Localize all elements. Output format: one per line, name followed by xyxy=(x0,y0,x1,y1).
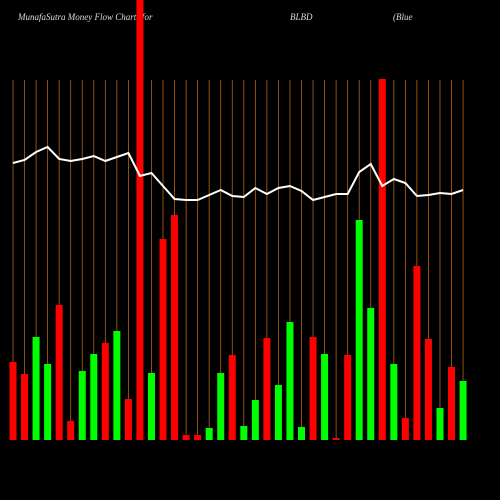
bar xyxy=(55,305,63,440)
bar xyxy=(332,438,340,440)
bar xyxy=(44,364,52,440)
bar xyxy=(182,435,190,440)
bar xyxy=(32,337,40,440)
bar xyxy=(194,435,202,440)
bar xyxy=(217,373,225,440)
bar xyxy=(147,373,155,440)
bar xyxy=(124,399,132,440)
bar xyxy=(263,338,271,440)
bar xyxy=(90,354,98,440)
chart-title: MunafaSutra Money Flow Charts for xyxy=(17,12,153,22)
bar xyxy=(228,355,236,440)
bar xyxy=(9,362,17,440)
bar xyxy=(367,308,375,440)
bar xyxy=(424,339,432,440)
bar xyxy=(101,343,109,440)
bar xyxy=(274,385,282,440)
bar xyxy=(21,374,29,440)
ticker: BLBD xyxy=(290,12,313,22)
chart-subtitle: (Blue xyxy=(393,12,413,22)
bar xyxy=(309,337,317,440)
bar xyxy=(401,418,409,440)
bar xyxy=(390,364,398,440)
bar xyxy=(298,427,305,440)
bar xyxy=(171,215,179,440)
bar xyxy=(67,421,75,440)
bar xyxy=(413,266,421,440)
bar xyxy=(286,322,294,440)
bar xyxy=(240,426,248,440)
bar xyxy=(136,0,144,440)
bar xyxy=(448,367,456,440)
bar xyxy=(355,220,363,440)
bar xyxy=(251,400,259,440)
price-line xyxy=(12,145,464,202)
bar xyxy=(78,371,86,440)
bar xyxy=(459,381,467,440)
bar xyxy=(159,239,167,440)
bar xyxy=(321,354,329,440)
bar xyxy=(113,331,121,440)
bar xyxy=(378,79,386,440)
bar xyxy=(436,408,444,440)
bar xyxy=(344,355,352,440)
bar xyxy=(205,428,213,440)
